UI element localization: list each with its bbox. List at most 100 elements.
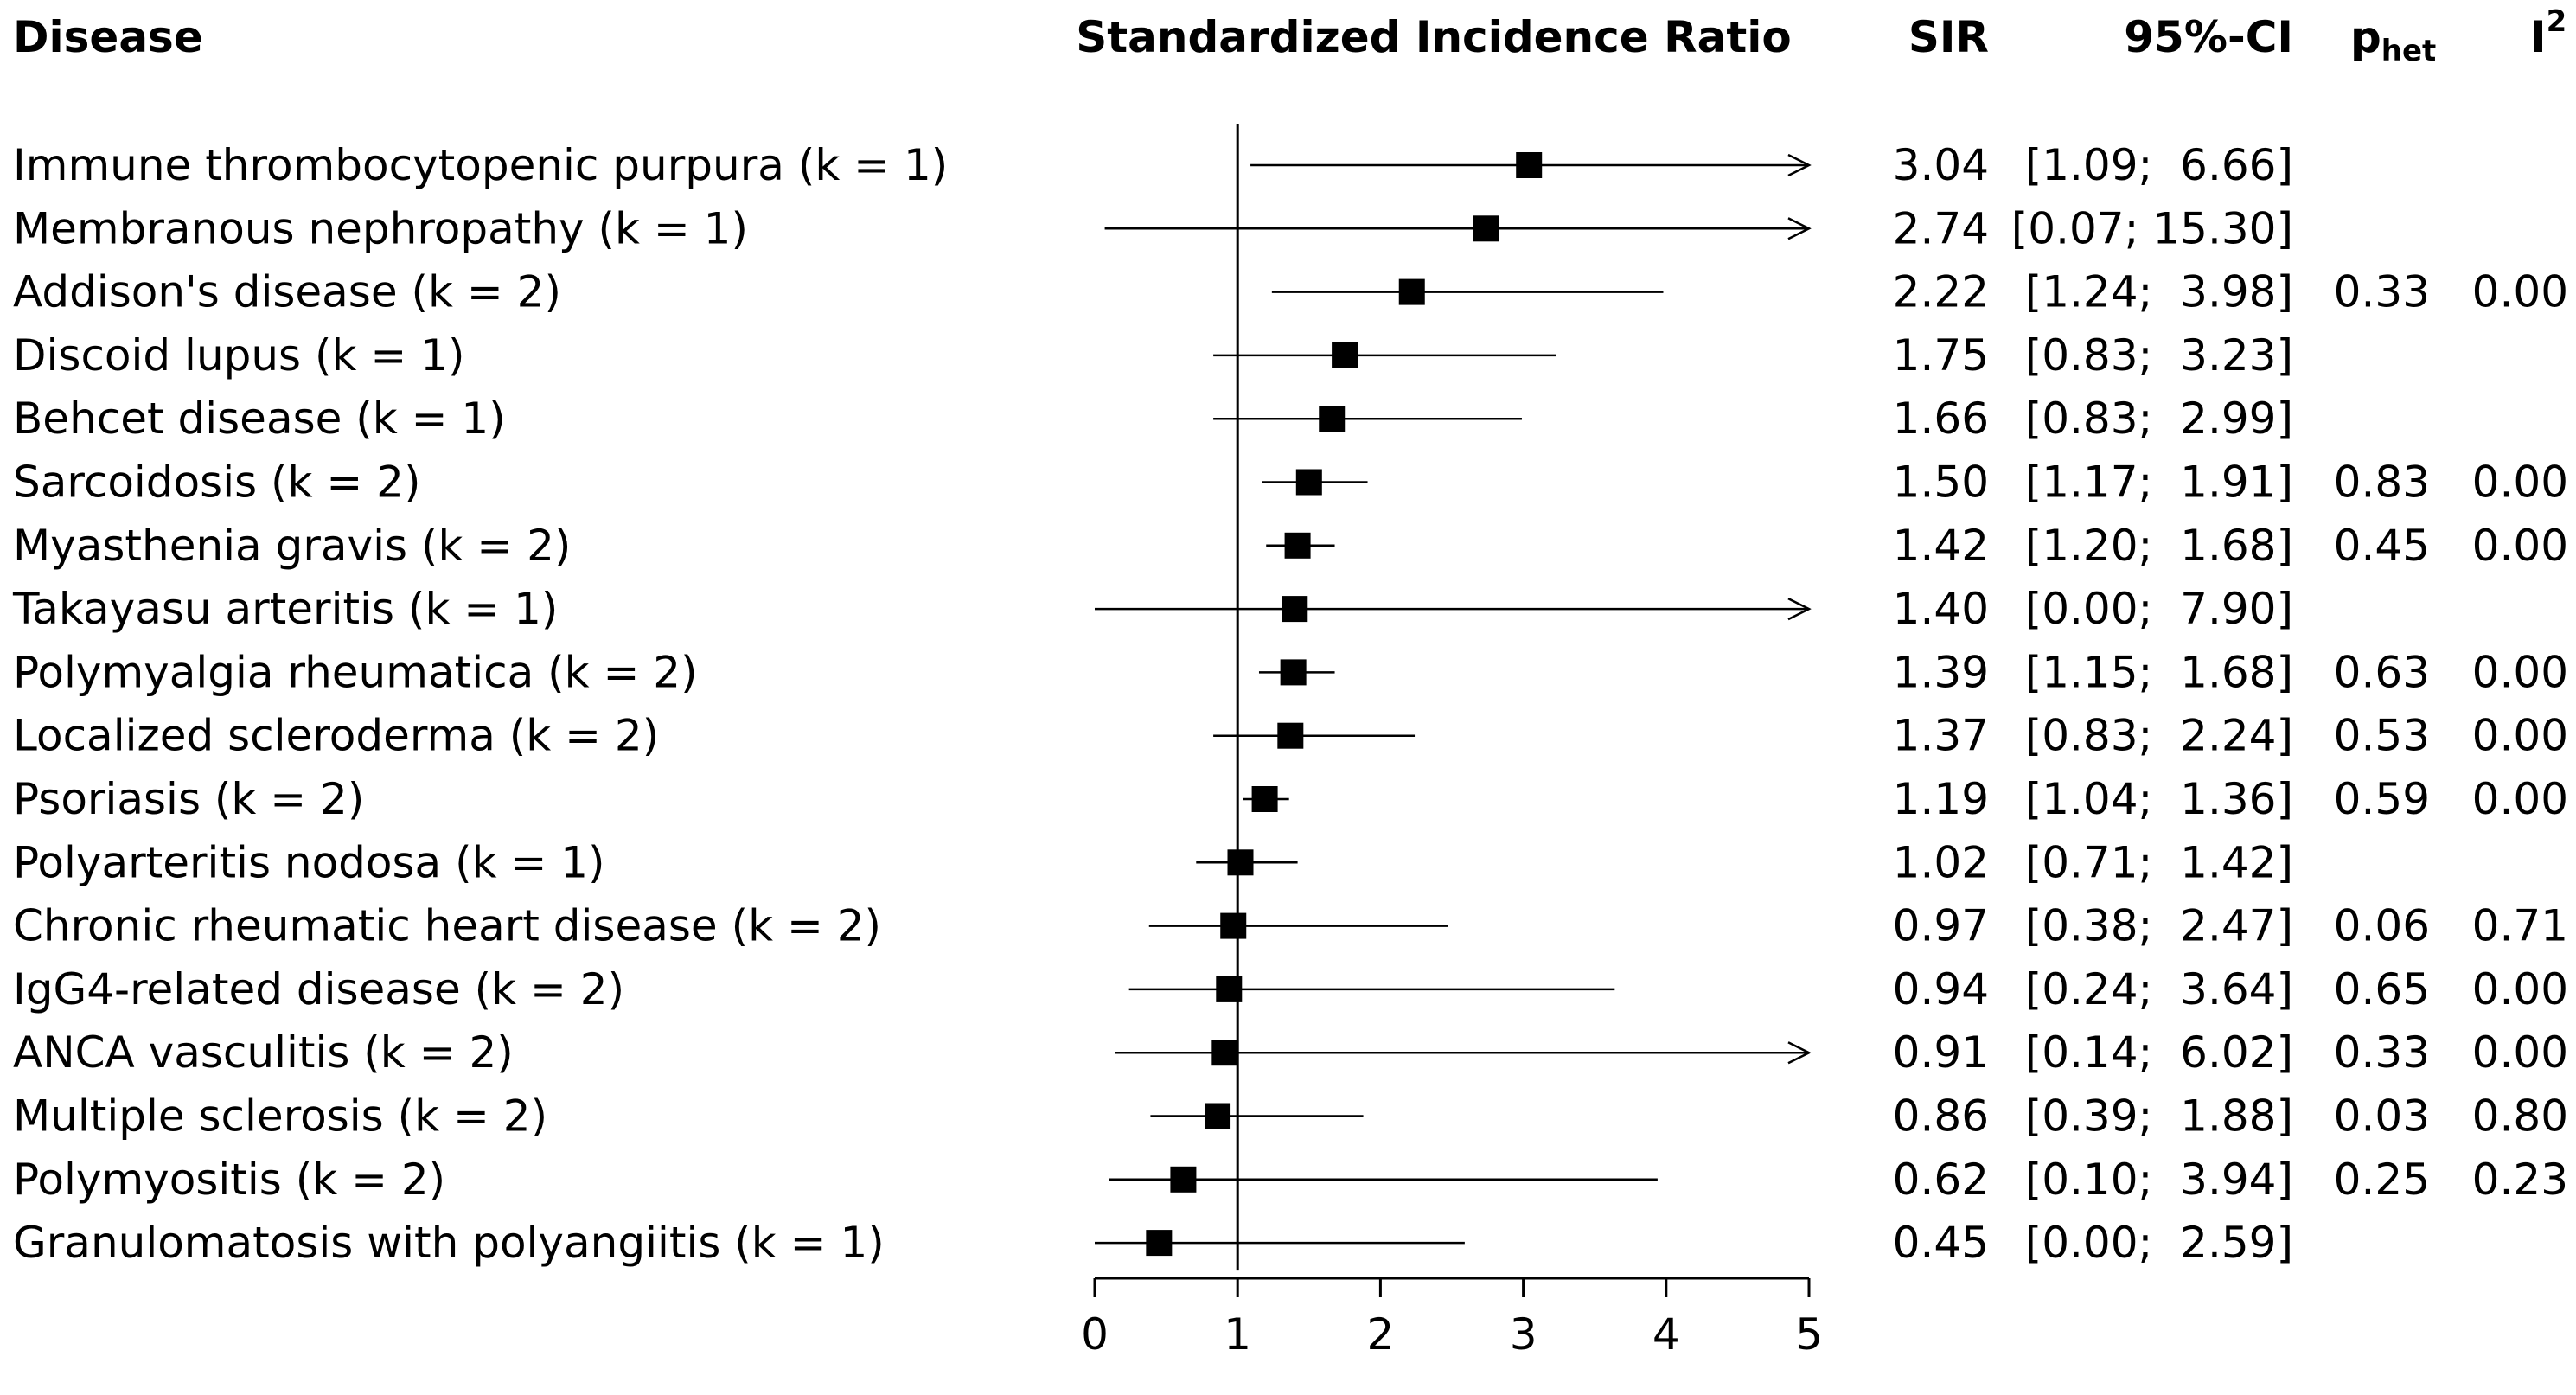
- header-phet-main: p: [2350, 12, 2381, 62]
- study-row: Polyarteritis nodosa (k = 1) 1.02 [0.71; 1…: [13, 837, 2293, 887]
- row-phet: 0.59: [2334, 774, 2430, 824]
- row-label: Chronic rheumatic heart disease (k = 2): [13, 901, 881, 951]
- sir-marker: [1473, 215, 1499, 242]
- row-ci: [0.83; 3.23]: [2025, 330, 2293, 381]
- sir-marker: [1251, 786, 1278, 812]
- row-sir: 0.62: [1893, 1155, 1989, 1205]
- row-phet: 0.33: [2334, 1027, 2430, 1078]
- row-ci: [0.00; 2.59]: [2025, 1218, 2293, 1268]
- row-i2: 0.00: [2472, 521, 2568, 571]
- row-sir: 0.86: [1893, 1091, 1989, 1142]
- sir-marker: [1280, 659, 1307, 686]
- row-label: IgG4-related disease (k = 2): [13, 964, 624, 1014]
- row-label: ANCA vasculitis (k = 2): [13, 1027, 514, 1078]
- study-row: Multiple sclerosis (k = 2) 0.86 [0.39; 1.8…: [13, 1091, 2568, 1142]
- row-ci: [1.09; 6.66]: [2025, 140, 2293, 190]
- study-row: Localized scleroderma (k = 2) 1.37 [0.83; …: [13, 711, 2568, 761]
- study-row: Discoid lupus (k = 1) 1.75 [0.83; 3.23]: [13, 330, 2293, 381]
- row-sir: 1.66: [1893, 394, 1989, 444]
- row-label: Immune thrombocytopenic purpura (k = 1): [13, 140, 948, 190]
- row-ci: [0.00; 7.90]: [2025, 584, 2293, 634]
- row-ci: [0.71; 1.42]: [2025, 837, 2293, 887]
- row-ci: [0.24; 3.64]: [2025, 964, 2293, 1014]
- header-sir: SIR: [1908, 12, 1989, 62]
- study-row: Polymyositis (k = 2) 0.62 [0.10; 3.94] 0.25…: [13, 1155, 2568, 1205]
- sir-marker: [1220, 912, 1247, 939]
- study-row: Chronic rheumatic heart disease (k = 2) 0…: [13, 901, 2568, 951]
- x-tick-label: 1: [1224, 1309, 1251, 1360]
- header-i2: I2: [2530, 4, 2566, 62]
- study-row: ANCA vasculitis (k = 2) 0.91 [0.14; 6.02] 0…: [13, 1027, 2568, 1078]
- row-label: Polymyalgia rheumatica (k = 2): [13, 647, 698, 697]
- header-disease: Disease: [13, 12, 203, 62]
- row-ci: [0.14; 6.02]: [2025, 1027, 2293, 1078]
- x-tick-label: 0: [1081, 1309, 1109, 1360]
- sir-marker: [1216, 976, 1243, 1002]
- sir-marker: [1211, 1040, 1238, 1066]
- row-ci: [1.20; 1.68]: [2025, 521, 2293, 571]
- header-phet: phet: [2350, 12, 2436, 68]
- sir-marker: [1146, 1230, 1173, 1257]
- sir-marker: [1227, 849, 1254, 876]
- row-label: Granulomatosis with polyangiitis (k = 1): [13, 1218, 885, 1268]
- ci-arrow: [1787, 153, 1812, 177]
- row-ci: [0.38; 2.47]: [2025, 901, 2293, 951]
- row-sir: 1.02: [1893, 837, 1989, 887]
- row-sir: 1.39: [1893, 647, 1989, 697]
- row-label: Polymyositis (k = 2): [13, 1155, 445, 1205]
- row-ci: [0.83; 2.24]: [2025, 711, 2293, 761]
- row-i2: 0.23: [2472, 1155, 2568, 1205]
- ci-arrow: [1787, 1041, 1812, 1065]
- row-label: Membranous nephropathy (k = 1): [13, 203, 748, 253]
- row-phet: 0.03: [2334, 1091, 2430, 1142]
- row-label: Psoriasis (k = 2): [13, 774, 364, 824]
- row-phet: 0.33: [2334, 267, 2430, 317]
- row-label: Multiple sclerosis (k = 2): [13, 1091, 547, 1142]
- ci-arrow: [1787, 217, 1812, 240]
- row-sir: 1.37: [1893, 711, 1989, 761]
- row-label: Takayasu arteritis (k = 1): [12, 584, 558, 634]
- sir-marker: [1205, 1103, 1231, 1129]
- row-phet: 0.45: [2334, 521, 2430, 571]
- row-phet: 0.63: [2334, 647, 2430, 697]
- row-sir: 0.97: [1893, 901, 1989, 951]
- study-row: Myasthenia gravis (k = 2) 1.42 [1.20; 1.68…: [13, 521, 2568, 571]
- row-sir: 0.45: [1893, 1218, 1989, 1268]
- row-label: Discoid lupus (k = 1): [13, 330, 464, 381]
- row-ci: [1.24; 3.98]: [2025, 267, 2293, 317]
- x-tick-label: 4: [1652, 1309, 1680, 1360]
- study-row: Membranous nephropathy (k = 1) 2.74 [0.07;…: [13, 203, 2293, 253]
- study-rows: Immune thrombocytopenic purpura (k = 1) 3…: [12, 140, 2568, 1268]
- row-i2: 0.00: [2472, 1027, 2568, 1078]
- row-sir: 1.75: [1893, 330, 1989, 381]
- study-row: Immune thrombocytopenic purpura (k = 1) 3…: [13, 140, 2293, 190]
- row-label: Behcet disease (k = 1): [13, 394, 506, 444]
- row-i2: 0.00: [2472, 267, 2568, 317]
- row-ci: [0.39; 1.88]: [2025, 1091, 2293, 1142]
- row-ci: [0.83; 2.99]: [2025, 394, 2293, 444]
- row-ci: [1.17; 1.91]: [2025, 458, 2293, 508]
- study-row: Granulomatosis with polyangiitis (k = 1)…: [13, 1218, 2293, 1268]
- row-sir: 1.42: [1893, 521, 1989, 571]
- row-sir: 0.91: [1893, 1027, 1989, 1078]
- header-i2-main: I: [2530, 12, 2547, 62]
- study-row: Addison's disease (k = 2) 2.22 [1.24; 3.98…: [13, 267, 2568, 317]
- row-i2: 0.00: [2472, 458, 2568, 508]
- row-ci: [1.04; 1.36]: [2025, 774, 2293, 824]
- sir-marker: [1319, 406, 1346, 432]
- x-tick-label: 2: [1366, 1309, 1394, 1360]
- ci-arrow: [1787, 597, 1812, 621]
- row-i2: 0.71: [2472, 901, 2568, 951]
- row-sir: 3.04: [1893, 140, 1989, 190]
- study-row: Sarcoidosis (k = 2) 1.50 [1.17; 1.91] 0.83 0…: [13, 458, 2568, 508]
- row-label: Localized scleroderma (k = 2): [13, 711, 659, 761]
- sir-marker: [1282, 596, 1308, 623]
- row-phet: 0.06: [2334, 901, 2430, 951]
- study-row: Psoriasis (k = 2) 1.19 [1.04; 1.36] 0.59 0.0…: [13, 774, 2568, 824]
- row-phet: 0.65: [2334, 964, 2430, 1014]
- row-phet: 0.25: [2334, 1155, 2430, 1205]
- row-label: Addison's disease (k = 2): [13, 267, 561, 317]
- row-label: Sarcoidosis (k = 2): [13, 458, 420, 508]
- sir-marker: [1332, 342, 1358, 368]
- sir-marker: [1516, 152, 1543, 178]
